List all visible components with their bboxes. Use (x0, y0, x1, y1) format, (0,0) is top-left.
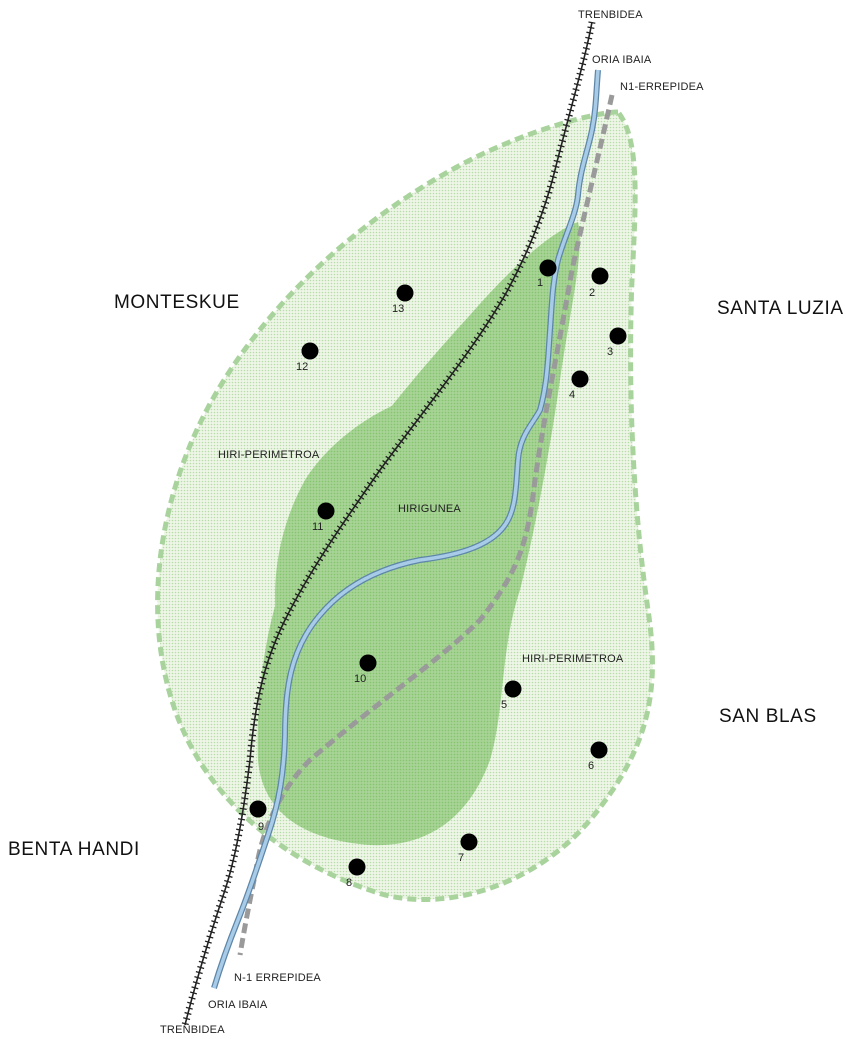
district-san-blas: SAN BLAS (719, 706, 817, 727)
point-3[interactable]: 3 (607, 327, 627, 359)
district-santa-luzia: SANTA LUZIA (717, 298, 844, 319)
point-9[interactable]: 9 (249, 800, 267, 834)
point-label: 11 (312, 521, 323, 533)
point-4[interactable]: 4 (569, 370, 589, 402)
point-label: 12 (296, 361, 308, 373)
n1-road (237, 94, 615, 956)
railway-label-top: TRENBIDEA (578, 9, 643, 21)
perimeter-label-west: HIRI-PERIMETROA (218, 449, 320, 461)
point-label: 8 (346, 877, 352, 889)
point-13[interactable]: 13 (392, 284, 414, 316)
core-label: HIRIGUNEA (398, 503, 461, 515)
river-label-top: ORIA IBAIA (592, 54, 652, 66)
point-7[interactable]: 7 (458, 833, 478, 865)
point-label: 2 (589, 287, 595, 299)
road-label-top: N1-ERREPIDEA (620, 81, 704, 93)
point-label: 1 (537, 277, 543, 289)
point-label: 6 (588, 760, 594, 772)
point-6[interactable]: 6 (588, 741, 608, 773)
river-label-bottom: ORIA IBAIA (208, 999, 268, 1011)
road-label-bottom: N-1 ERREPIDEA (234, 972, 321, 984)
railway-label-bottom: TRENBIDEA (160, 1024, 225, 1036)
point-label: 3 (607, 346, 613, 358)
point-12[interactable]: 12 (296, 342, 319, 374)
point-label: 5 (501, 699, 507, 711)
perimeter-label-east: HIRI-PERIMETROA (522, 653, 624, 665)
point-1[interactable]: 1 (537, 259, 557, 290)
point-11[interactable]: 11 (312, 502, 335, 534)
point-5[interactable]: 5 (501, 680, 522, 712)
point-label: 4 (569, 389, 575, 401)
point-10[interactable]: 10 (354, 654, 377, 686)
district-benta-handi: BENTA HANDI (8, 839, 140, 860)
point-2[interactable]: 2 (589, 267, 609, 300)
district-monteskue: MONTESKUE (114, 292, 240, 313)
point-label: 9 (258, 821, 264, 833)
point-label: 10 (354, 673, 366, 685)
urban-core-area (257, 222, 580, 846)
railway (181, 21, 596, 1026)
point-label: 7 (458, 852, 464, 864)
point-label: 13 (392, 303, 404, 315)
urban-core-west-lobe (275, 398, 412, 618)
oria-river-inner (212, 69, 600, 989)
point-8[interactable]: 8 (346, 858, 366, 890)
